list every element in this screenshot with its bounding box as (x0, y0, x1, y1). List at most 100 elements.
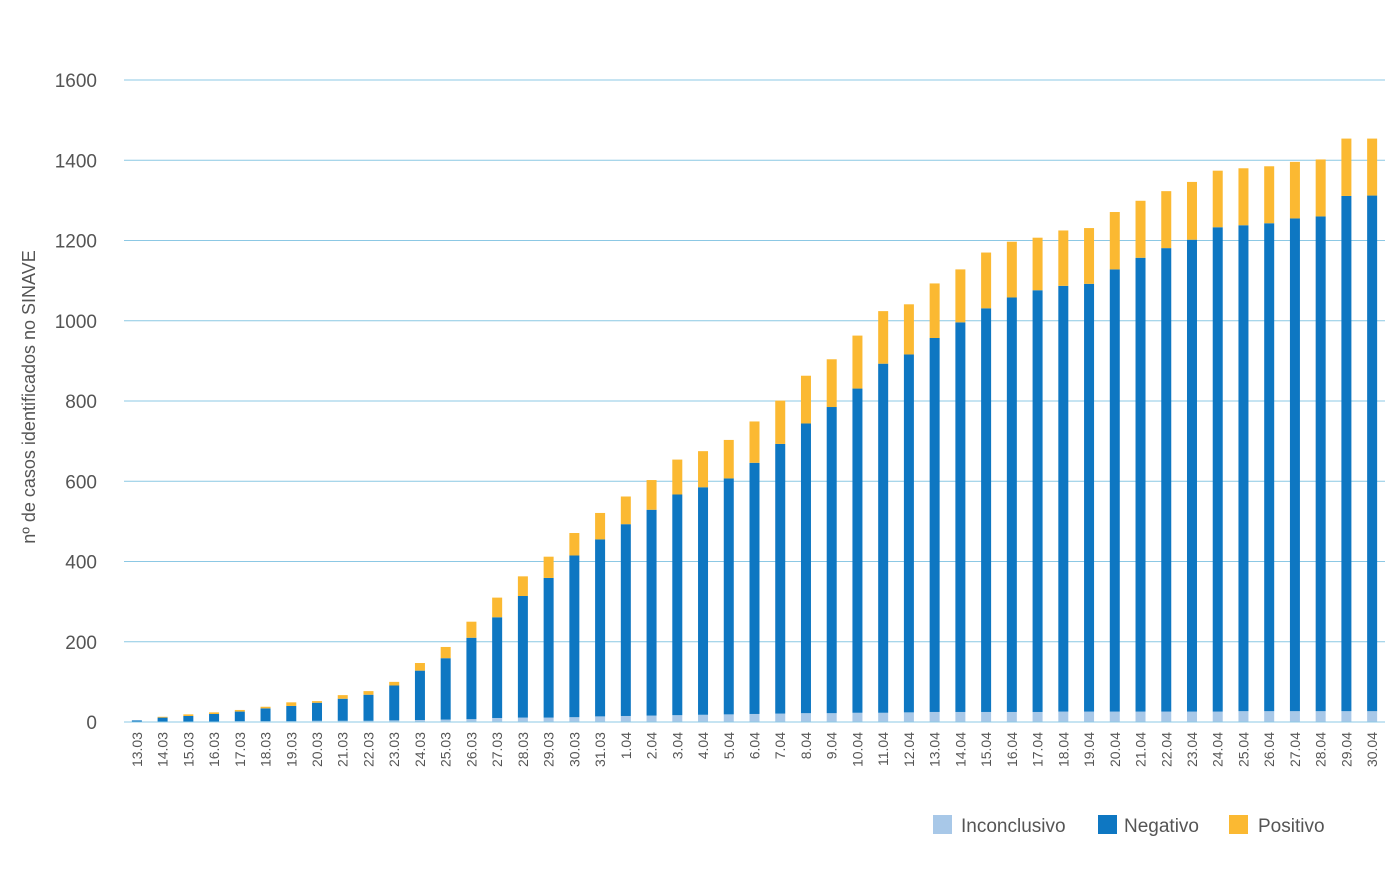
bar-positivo (1109, 212, 1120, 270)
x-tick-label: 27.04 (1287, 732, 1303, 767)
bar-negativo (1161, 248, 1172, 712)
bar-negativo (1186, 239, 1197, 712)
bar-positivo (414, 663, 425, 671)
bar-inconclusivo (775, 713, 786, 722)
bar-stack-2.04 (646, 480, 657, 722)
bar-stack-9.04 (826, 359, 837, 722)
bars (131, 138, 1378, 722)
x-tick-label: 23.04 (1184, 732, 1200, 767)
x-tick-label: 6.04 (747, 732, 763, 759)
bar-positivo (749, 421, 760, 463)
bar-negativo (466, 637, 477, 720)
bar-stack-13.03 (131, 720, 142, 722)
bar-stack-1.04 (620, 496, 631, 722)
bar-positivo (363, 691, 374, 695)
bar-stack-10.04 (852, 335, 863, 722)
bar-negativo (337, 698, 348, 721)
bar-stack-8.04 (800, 375, 811, 722)
bar-inconclusivo (1186, 711, 1197, 722)
bar-negativo (157, 717, 168, 722)
bar-positivo (620, 496, 631, 525)
x-tick-label: 11.04 (875, 732, 891, 766)
x-tick-label: 17.03 (232, 732, 248, 767)
bar-inconclusivo (389, 720, 400, 722)
bar-stack-14.04 (955, 269, 966, 722)
x-tick-label: 13.04 (927, 732, 943, 767)
bar-stack-14.03 (157, 716, 168, 722)
x-tick-label: 12.04 (901, 732, 917, 767)
bar-negativo (389, 685, 400, 721)
x-tick-label: 4.04 (695, 732, 711, 759)
bar-positivo (1006, 241, 1017, 298)
bar-positivo (775, 400, 786, 444)
bar-stack-4.04 (698, 451, 709, 722)
bar-stack-16.04 (1006, 241, 1017, 722)
bar-positivo (157, 716, 168, 718)
x-tick-label: 8.04 (798, 732, 814, 759)
y-axis-label: nº de casos identificados no SINAVE (19, 250, 39, 543)
bar-stack-22.04 (1161, 191, 1172, 722)
bar-inconclusivo (440, 719, 451, 722)
bar-positivo (569, 533, 580, 556)
bar-stack-12.04 (903, 304, 914, 722)
bar-inconclusivo (1058, 711, 1069, 722)
bar-negativo (800, 423, 811, 714)
bar-positivo (955, 269, 966, 323)
bar-negativo (1315, 216, 1326, 712)
bar-stack-15.04 (981, 252, 992, 722)
legend-swatch-positivo (1229, 815, 1248, 834)
x-tick-label: 15.03 (180, 732, 196, 767)
x-tick-label: 28.04 (1313, 732, 1329, 767)
bar-negativo (1264, 223, 1275, 712)
bar-positivo (723, 439, 734, 479)
bar-inconclusivo (620, 715, 631, 722)
bar-negativo (131, 720, 142, 722)
y-tick-label: 1400 (55, 151, 97, 172)
bar-stack-21.04 (1135, 200, 1146, 722)
legend-item-negativo[interactable]: Negativo (1098, 815, 1199, 837)
bar-positivo (800, 375, 811, 424)
bar-inconclusivo (723, 714, 734, 722)
x-tick-label: 22.04 (1158, 732, 1174, 767)
x-tick-label: 21.04 (1133, 732, 1149, 767)
bar-inconclusivo (749, 713, 760, 722)
bar-inconclusivo (543, 717, 554, 722)
x-tick-label: 18.03 (258, 732, 274, 767)
bar-positivo (260, 706, 271, 709)
bar-negativo (595, 539, 606, 717)
legend-swatch-inconclusivo (933, 815, 952, 834)
bar-positivo (595, 512, 606, 540)
bar-negativo (826, 407, 837, 714)
bar-negativo (183, 715, 194, 722)
bar-negativo (749, 462, 760, 714)
x-tick-label: 25.04 (1235, 732, 1251, 767)
legend-item-inconclusivo[interactable]: Inconclusivo (933, 815, 1066, 837)
x-tick-label: 24.03 (412, 732, 428, 767)
legend-item-positivo[interactable]: Positivo (1229, 815, 1325, 837)
y-tick-label: 400 (65, 553, 97, 574)
bar-stack-11.04 (878, 311, 889, 722)
x-tick-label: 18.04 (1055, 732, 1071, 767)
x-tick-label: 13.03 (129, 732, 145, 767)
bar-negativo (852, 388, 863, 713)
bar-positivo (646, 480, 657, 510)
x-tick-label: 24.04 (1210, 732, 1226, 767)
bar-inconclusivo (800, 713, 811, 722)
bar-stack-22.03 (363, 691, 374, 722)
bar-stack-25.03 (440, 646, 451, 722)
bar-negativo (1032, 290, 1043, 712)
bar-negativo (646, 509, 657, 716)
bar-negativo (620, 524, 631, 716)
bar-stack-20.04 (1109, 212, 1120, 722)
bar-stack-7.04 (775, 400, 786, 722)
bar-negativo (1212, 227, 1223, 712)
bar-stack-27.03 (492, 597, 503, 722)
bar-inconclusivo (337, 720, 348, 722)
bar-negativo (878, 363, 889, 713)
bar-inconclusivo (826, 713, 837, 722)
bar-inconclusivo (903, 712, 914, 722)
bar-negativo (955, 322, 966, 712)
bar-stack-21.03 (337, 695, 348, 722)
bar-negativo (1006, 297, 1017, 712)
bar-inconclusivo (646, 715, 657, 722)
